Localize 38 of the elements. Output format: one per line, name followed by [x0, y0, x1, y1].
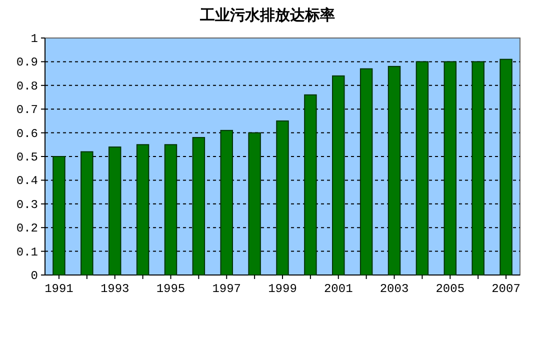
bar — [192, 137, 206, 276]
bar — [80, 151, 94, 276]
y-tick-label: 0.5 — [16, 150, 38, 164]
x-tick-label: 1993 — [100, 282, 130, 296]
bar — [388, 66, 401, 276]
y-tick-label: 0.7 — [16, 103, 38, 118]
bar — [304, 94, 317, 276]
bar — [360, 68, 373, 276]
bar — [472, 61, 484, 276]
y-tick-label: 0.2 — [16, 222, 38, 236]
bar — [416, 61, 429, 276]
y-tick-label: 0.8 — [16, 79, 38, 94]
y-tick-label: 0 — [30, 269, 38, 283]
y-tick-label: 0.4 — [16, 174, 38, 188]
x-tick-label: 2007 — [492, 282, 520, 296]
y-tick-label: 0.1 — [16, 245, 38, 260]
bar — [276, 120, 289, 276]
bar — [500, 58, 512, 276]
bar — [332, 75, 345, 276]
x-tick-label: 1991 — [44, 282, 74, 296]
x-tick-label: 2005 — [436, 282, 465, 296]
x-tick-label: 1995 — [156, 282, 186, 296]
y-tick-label: 0.6 — [16, 126, 38, 141]
y-tick-label: 0.9 — [16, 56, 38, 70]
bar — [444, 61, 457, 276]
bar — [220, 130, 233, 276]
bar — [136, 144, 150, 276]
bar — [108, 146, 122, 276]
bar — [164, 144, 178, 276]
x-tick-label: 2001 — [324, 282, 353, 296]
x-tick-label: 2003 — [380, 282, 409, 296]
bar — [52, 156, 66, 276]
bar — [248, 132, 261, 276]
x-tick-label: 1997 — [212, 282, 242, 296]
chart-title: 工业污水排放达标率 — [199, 6, 335, 24]
y-tick-label: 0.3 — [16, 198, 38, 212]
x-tick-label: 1999 — [268, 282, 297, 296]
y-tick-label: 1 — [30, 32, 38, 46]
